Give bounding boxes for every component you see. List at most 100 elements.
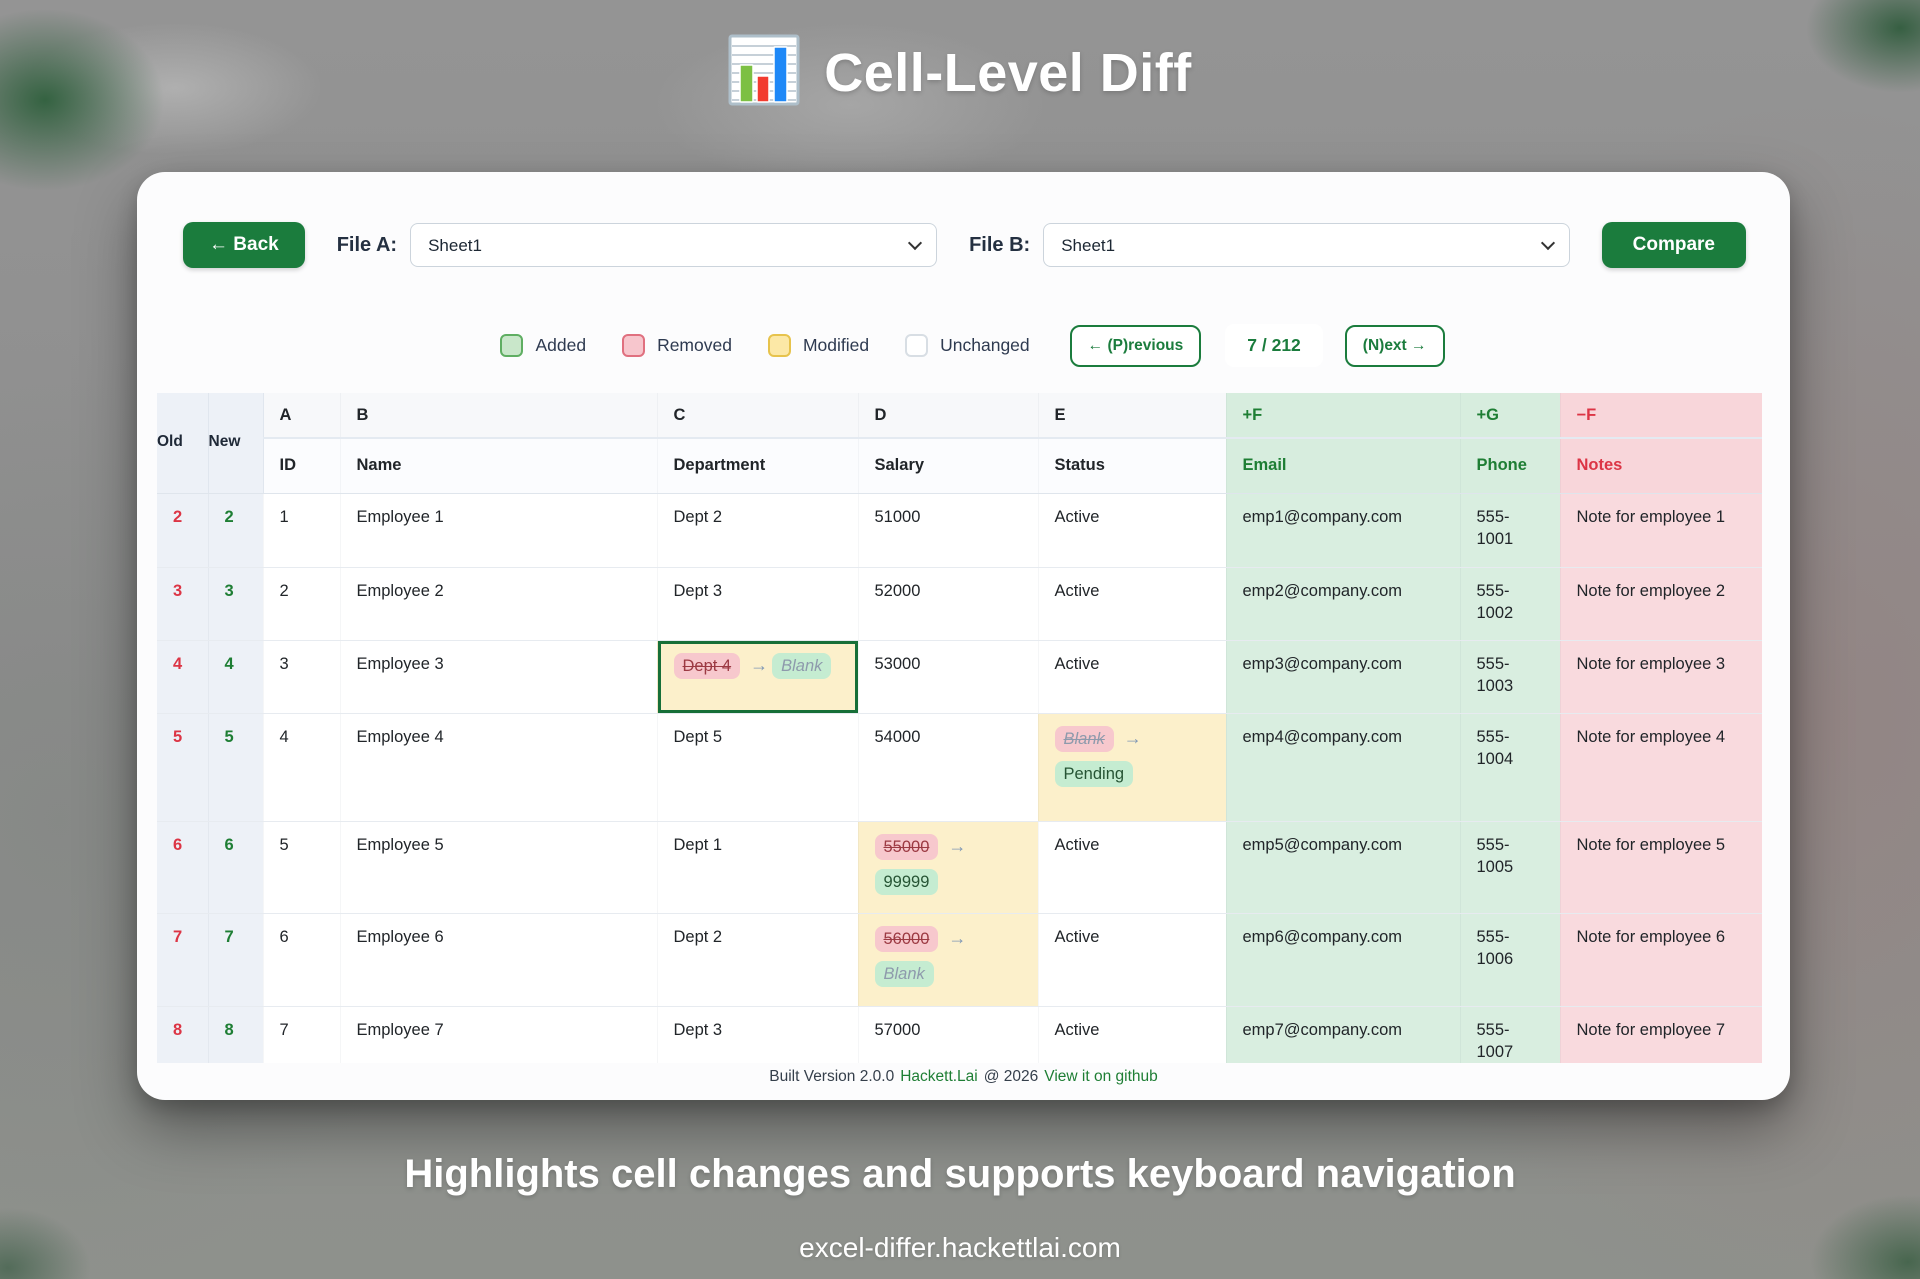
cell-department[interactable]: Dept 5 xyxy=(657,713,859,822)
legend-label: Modified xyxy=(802,335,870,355)
cell-phone[interactable]: 555-1006 xyxy=(1460,913,1561,1007)
cell-department[interactable]: Dept 2 xyxy=(657,913,859,1007)
cell-value: Dept 2 xyxy=(673,927,723,946)
cell-status[interactable]: Active xyxy=(1038,493,1227,568)
cell-department[interactable]: Dept 2 xyxy=(657,493,859,568)
old-value-pill: 55000 xyxy=(874,833,939,860)
cell-value: Note for employee 4 xyxy=(1576,727,1726,746)
cell-id[interactable]: 6 xyxy=(263,913,341,1007)
cell-department[interactable]: Dept 3 xyxy=(657,567,859,641)
cell-email[interactable]: emp5@company.com xyxy=(1226,821,1461,914)
cell-phone[interactable]: 555-1001 xyxy=(1460,493,1561,568)
cell-salary[interactable]: 54000 xyxy=(858,713,1039,822)
cell-phone[interactable]: 555-1007 xyxy=(1460,1006,1561,1063)
cell-id[interactable]: 7 xyxy=(263,1006,341,1063)
cell-email[interactable]: emp4@company.com xyxy=(1226,713,1461,822)
cell-value: Active xyxy=(1054,581,1100,600)
cell-phone[interactable]: 555-1002 xyxy=(1460,567,1561,641)
cell-id[interactable]: 2 xyxy=(263,567,341,641)
github-link[interactable]: View it on github xyxy=(1044,1068,1158,1085)
cell-status[interactable]: Active xyxy=(1038,913,1227,1007)
cell-id[interactable]: 4 xyxy=(263,713,341,822)
cell-name[interactable]: Employee 5 xyxy=(340,821,658,914)
cell-value: 57000 xyxy=(874,1020,921,1039)
cell-value: 555-1001 xyxy=(1476,507,1514,548)
year-text: @ 2026 xyxy=(983,1068,1039,1085)
cell-name[interactable]: Employee 3 xyxy=(340,640,658,714)
cell-value: 555-1004 xyxy=(1476,727,1514,768)
cell-notes[interactable]: Note for employee 2 xyxy=(1560,567,1762,641)
cell-email[interactable]: emp6@company.com xyxy=(1226,913,1461,1007)
column-letter-id: A xyxy=(263,393,341,439)
cell-salary[interactable]: 55000 → 99999 xyxy=(858,821,1039,914)
cell-department[interactable]: Dept 1 xyxy=(657,821,859,914)
cell-phone[interactable]: 555-1003 xyxy=(1460,640,1561,714)
cell-notes[interactable]: Note for employee 5 xyxy=(1560,821,1762,914)
compare-button[interactable]: Compare xyxy=(1601,222,1746,268)
cell-email[interactable]: emp1@company.com xyxy=(1226,493,1461,568)
cell-salary[interactable]: 52000 xyxy=(858,567,1039,641)
cell-salary[interactable]: 56000 → Blank xyxy=(858,913,1039,1007)
cell-status[interactable]: Active xyxy=(1038,821,1227,914)
author-link[interactable]: Hackett.Lai xyxy=(900,1068,978,1085)
old-row-number: 6 xyxy=(157,821,209,914)
previous-diff-button[interactable]: ← (P)revious xyxy=(1069,324,1202,367)
cell-email[interactable]: emp3@company.com xyxy=(1226,640,1461,714)
cell-status[interactable]: Active xyxy=(1038,640,1227,714)
cell-id[interactable]: 1 xyxy=(263,493,341,568)
cell-salary[interactable]: 51000 xyxy=(858,493,1039,568)
cell-name[interactable]: Employee 6 xyxy=(340,913,658,1007)
diff-table: Old New A B C D E +F +G −F ID Name Department Salary S… xyxy=(157,393,1762,1063)
change-arrow-icon: → xyxy=(948,835,967,856)
back-button[interactable]: ← Back xyxy=(183,222,305,268)
cell-email[interactable]: emp2@company.com xyxy=(1226,567,1461,641)
cell-id[interactable]: 5 xyxy=(263,821,341,914)
cell-status[interactable]: Blank → Pending xyxy=(1038,713,1227,822)
table-row: 6 6 5 Employee 5 Dept 1 55000 → 99999 Active emp5… xyxy=(157,821,1762,914)
column-letter-phone: +G xyxy=(1460,393,1561,439)
old-column-header: Old xyxy=(157,393,209,494)
table-row: 3 3 2 Employee 2 Dept 3 52000 Active emp2@compa… xyxy=(157,567,1762,641)
cell-salary[interactable]: 57000 xyxy=(858,1006,1039,1063)
cell-id[interactable]: 3 xyxy=(263,640,341,714)
file-b-select[interactable]: Sheet1 xyxy=(1043,223,1571,267)
cell-notes[interactable]: Note for employee 6 xyxy=(1560,913,1762,1007)
cell-phone[interactable]: 555-1004 xyxy=(1460,713,1561,822)
cell-salary[interactable]: 53000 xyxy=(858,640,1039,714)
file-b-select-wrap: Sheet1 xyxy=(1043,223,1571,267)
cell-value: Note for employee 5 xyxy=(1576,835,1726,854)
cell-value: 555-1002 xyxy=(1476,581,1514,622)
cell-name[interactable]: Employee 1 xyxy=(340,493,658,568)
cell-department[interactable]: Dept 3 xyxy=(657,1006,859,1063)
cell-value: Note for employee 3 xyxy=(1576,654,1726,673)
file-a-select[interactable]: Sheet1 xyxy=(410,223,938,267)
legend-items: Added Removed Modified Unchanged xyxy=(482,334,1047,357)
new-row-number: 8 xyxy=(208,1006,264,1063)
cell-notes[interactable]: Note for employee 7 xyxy=(1560,1006,1762,1063)
new-row-number: 7 xyxy=(208,913,264,1007)
cell-phone[interactable]: 555-1005 xyxy=(1460,821,1561,914)
cell-notes[interactable]: Note for employee 3 xyxy=(1560,640,1762,714)
old-row-number: 4 xyxy=(157,640,209,714)
cell-value: 52000 xyxy=(874,581,921,600)
page-title: Cell-Level Diff xyxy=(824,42,1192,103)
cell-status[interactable]: Active xyxy=(1038,567,1227,641)
legend-label: Removed xyxy=(657,335,732,355)
old-row-number: 3 xyxy=(157,567,209,641)
cell-name[interactable]: Employee 4 xyxy=(340,713,658,822)
table-row: 7 7 6 Employee 6 Dept 2 56000 → Blank Active emp6… xyxy=(157,913,1762,1007)
column-header-id: ID xyxy=(263,438,341,494)
cell-name[interactable]: Employee 2 xyxy=(340,567,658,641)
cell-value: Employee 1 xyxy=(356,507,444,526)
next-diff-button[interactable]: (N)ext → xyxy=(1344,324,1445,367)
cell-notes[interactable]: Note for employee 4 xyxy=(1560,713,1762,822)
cell-email[interactable]: emp7@company.com xyxy=(1226,1006,1461,1063)
cell-value: emp3@company.com xyxy=(1242,654,1403,673)
build-version-text: Built Version 2.0.0 xyxy=(769,1068,895,1085)
cell-value: Dept 5 xyxy=(673,727,723,746)
column-header-phone: Phone xyxy=(1460,438,1561,494)
cell-notes[interactable]: Note for employee 1 xyxy=(1560,493,1762,568)
selected-cell-department[interactable]: Dept 4 → Blank xyxy=(657,640,859,714)
cell-name[interactable]: Employee 7 xyxy=(340,1006,658,1063)
cell-status[interactable]: Active xyxy=(1038,1006,1227,1063)
